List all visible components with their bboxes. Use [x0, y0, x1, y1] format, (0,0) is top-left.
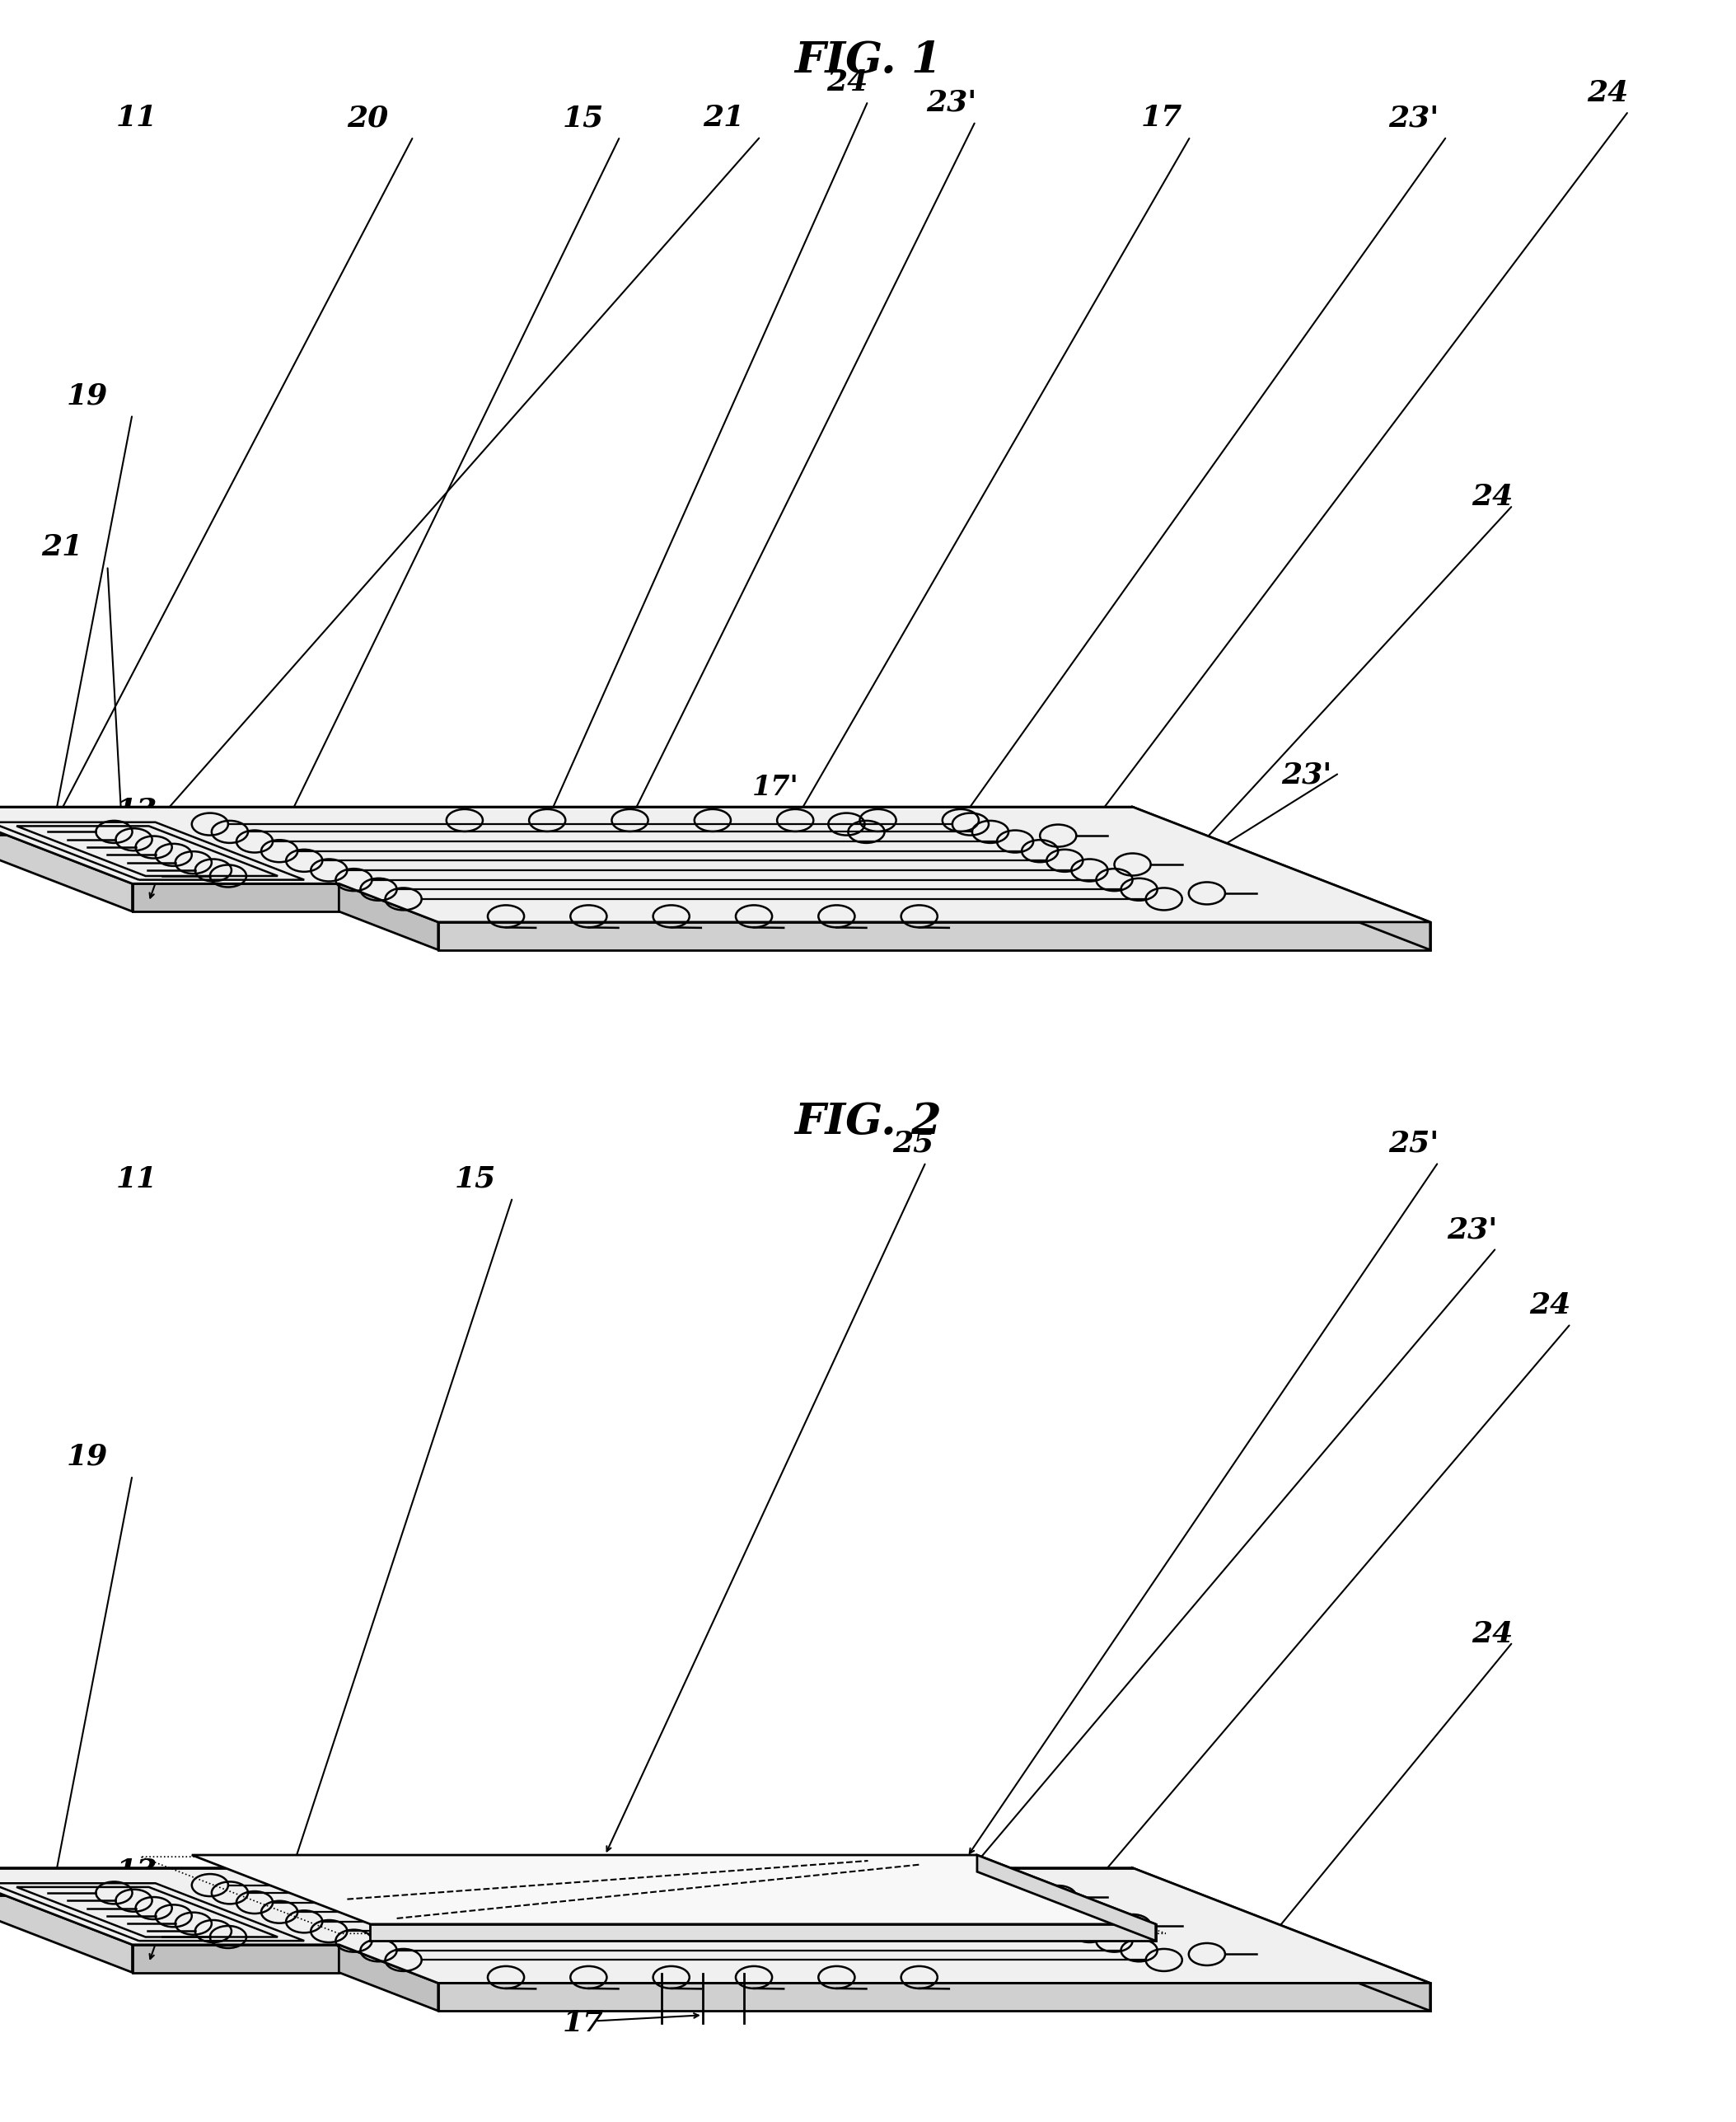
- Text: 24: 24: [1472, 484, 1512, 511]
- Text: 24: 24: [398, 828, 437, 855]
- Polygon shape: [977, 1855, 1156, 1942]
- Polygon shape: [191, 1855, 1156, 1925]
- Polygon shape: [1132, 806, 1430, 951]
- Text: 15: 15: [455, 1165, 496, 1193]
- Text: 23: 23: [644, 1937, 686, 1967]
- Text: 25: 25: [892, 1129, 934, 1159]
- Text: 23': 23': [1281, 762, 1332, 789]
- Polygon shape: [132, 1944, 339, 1973]
- Text: 17: 17: [562, 2010, 604, 2037]
- Text: 23: 23: [703, 847, 745, 874]
- Text: 13: 13: [116, 1857, 158, 1884]
- Polygon shape: [437, 923, 1430, 951]
- Text: FIG. 2: FIG. 2: [795, 1101, 941, 1142]
- Text: 17: 17: [1141, 104, 1182, 132]
- Polygon shape: [0, 806, 132, 912]
- Text: 15: 15: [562, 104, 604, 132]
- Polygon shape: [370, 1925, 1156, 1942]
- Text: 24: 24: [347, 1889, 389, 1916]
- Text: 21: 21: [42, 533, 83, 562]
- Text: 23': 23': [785, 1937, 835, 1967]
- Text: 11: 11: [116, 104, 158, 132]
- Text: 23': 23': [925, 89, 976, 117]
- Polygon shape: [339, 883, 437, 951]
- Text: 17': 17': [752, 775, 799, 800]
- Text: 23: 23: [1075, 1869, 1113, 1897]
- Text: 25': 25': [1389, 1129, 1439, 1159]
- Polygon shape: [0, 806, 1430, 923]
- Text: 19: 19: [66, 382, 108, 410]
- Text: 20: 20: [347, 104, 389, 132]
- Text: FIG. 1: FIG. 1: [795, 40, 941, 81]
- Polygon shape: [437, 1984, 1430, 2012]
- Text: 19: 19: [66, 1443, 108, 1471]
- Text: 13: 13: [116, 796, 158, 823]
- Text: 24: 24: [1529, 1292, 1571, 1320]
- Polygon shape: [339, 1944, 437, 2012]
- Text: 24: 24: [826, 68, 868, 98]
- Text: 24: 24: [1472, 1619, 1512, 1649]
- Text: 23': 23': [1389, 104, 1439, 132]
- Polygon shape: [0, 1867, 132, 1973]
- Text: 11: 11: [116, 1165, 158, 1193]
- Text: 24: 24: [1587, 79, 1628, 106]
- Polygon shape: [1132, 1867, 1430, 2012]
- Text: 23': 23': [538, 847, 589, 874]
- Polygon shape: [132, 883, 339, 912]
- Text: 21: 21: [703, 104, 745, 132]
- Polygon shape: [0, 1867, 1430, 1984]
- Text: 23': 23': [1446, 1216, 1496, 1243]
